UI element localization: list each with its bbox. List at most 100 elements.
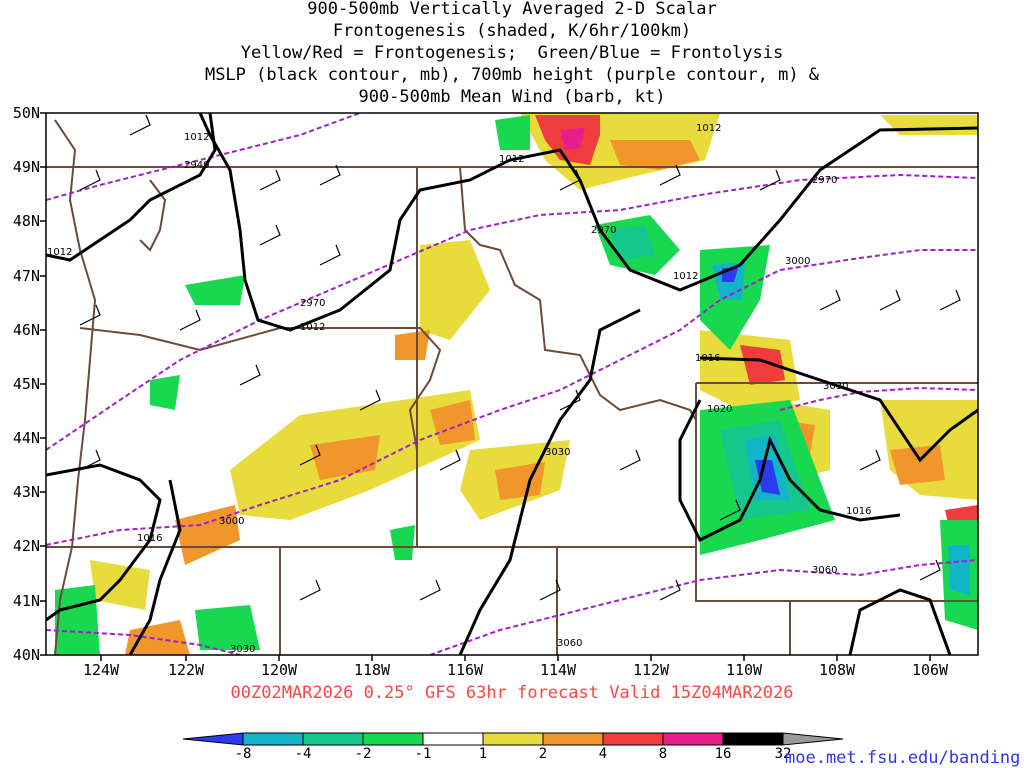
shade-region bbox=[890, 445, 945, 485]
colorbar-tick: -2 bbox=[354, 746, 372, 762]
axis-ticks bbox=[40, 112, 931, 661]
frontolysis-shading bbox=[55, 215, 978, 655]
wind-barb bbox=[79, 304, 101, 326]
wind-barb bbox=[559, 389, 581, 411]
lon-label: 114W bbox=[539, 661, 577, 679]
lon-label: 106W bbox=[911, 661, 949, 679]
wind-barb bbox=[239, 364, 261, 386]
height-label: 3030 bbox=[230, 644, 255, 655]
state-border bbox=[695, 383, 978, 602]
shade-region bbox=[495, 115, 530, 150]
mslp-label: 1012 bbox=[184, 132, 209, 143]
height-label: 3060 bbox=[812, 565, 837, 576]
shade-region bbox=[395, 330, 430, 360]
lon-label: 124W bbox=[82, 661, 120, 679]
wind-barb bbox=[619, 449, 641, 471]
mslp-label: 1016 bbox=[137, 533, 162, 544]
frontogenesis-shading bbox=[90, 113, 978, 655]
wind-barb bbox=[439, 449, 461, 471]
mslp-label: 1012 bbox=[499, 154, 524, 165]
shade-region bbox=[430, 400, 475, 445]
wind-barb bbox=[319, 244, 341, 266]
wind-barb bbox=[259, 224, 281, 246]
puget-sound bbox=[139, 179, 167, 252]
mslp-label: 1012 bbox=[47, 247, 72, 258]
lat-label: 48N bbox=[12, 212, 40, 230]
wind-barb bbox=[919, 559, 941, 581]
colorbar-tick: 16 bbox=[714, 746, 732, 762]
mslp-label: 1012 bbox=[300, 322, 325, 333]
shade-region bbox=[880, 115, 978, 135]
shade-region bbox=[90, 560, 150, 610]
shade-region bbox=[610, 140, 700, 170]
lon-label: 112W bbox=[632, 661, 670, 679]
colorbar-bin bbox=[542, 732, 604, 746]
lat-label: 41N bbox=[12, 592, 40, 610]
mslp-label: 1020 bbox=[707, 404, 732, 415]
wind-barb bbox=[659, 164, 681, 186]
shade-region bbox=[150, 375, 180, 410]
mslp-label: 1016 bbox=[695, 353, 720, 364]
title-line-5: 900-500mb Mean Wind (barb, kt) bbox=[358, 87, 666, 107]
wind-barb bbox=[559, 169, 581, 191]
700mb-height-contours bbox=[46, 113, 978, 655]
colorbar-bin bbox=[362, 732, 424, 746]
shade-region bbox=[390, 525, 415, 560]
mslp-contour bbox=[46, 113, 217, 262]
source-credit-link[interactable]: moe.met.fsu.edu/banding bbox=[785, 748, 1021, 768]
height-label: 3060 bbox=[557, 638, 582, 649]
map-plot-area bbox=[46, 113, 978, 655]
shade-region bbox=[740, 345, 785, 385]
wind-barbs bbox=[79, 114, 961, 601]
lat-label: 43N bbox=[12, 483, 40, 501]
colorbar-bin bbox=[302, 732, 364, 746]
wind-barb bbox=[79, 449, 101, 471]
shade-region bbox=[185, 275, 245, 305]
colorbar-tick: -1 bbox=[414, 746, 432, 762]
mslp-contour bbox=[678, 399, 901, 543]
colorbar bbox=[182, 732, 844, 746]
shade-region bbox=[195, 605, 260, 650]
wind-barb bbox=[299, 579, 321, 601]
colorbar-bin bbox=[482, 732, 544, 746]
height-label: 2970 bbox=[300, 298, 325, 309]
mslp-contour bbox=[458, 308, 641, 655]
wind-barb bbox=[419, 579, 441, 601]
title-line-2: Frontogenesis (shaded, K/6hr/100km) bbox=[332, 21, 692, 41]
mslp-contour bbox=[46, 463, 162, 622]
mslp-label: 1012 bbox=[696, 123, 721, 134]
colorbar-tick: 1 bbox=[478, 746, 488, 762]
shade-region bbox=[125, 620, 190, 655]
colorbar-tick: 32 bbox=[774, 746, 792, 762]
height-contour bbox=[46, 629, 241, 655]
height-label: 2940 bbox=[184, 160, 209, 171]
colorbar-bin bbox=[662, 732, 724, 746]
height-label: 3030 bbox=[823, 381, 848, 392]
wind-barb bbox=[129, 114, 151, 136]
wind-barb bbox=[539, 579, 561, 601]
mslp-label: 1016 bbox=[846, 506, 871, 517]
coastline bbox=[54, 119, 97, 655]
wind-barb bbox=[859, 449, 881, 471]
height-label: 3000 bbox=[785, 256, 810, 267]
lat-label: 44N bbox=[12, 429, 40, 447]
colorbar-bin bbox=[782, 732, 844, 746]
wind-barb bbox=[359, 389, 381, 411]
shade-region bbox=[420, 240, 490, 340]
wind-barb bbox=[939, 289, 961, 311]
mslp-contours bbox=[46, 113, 978, 655]
shade-region bbox=[495, 462, 545, 500]
mslp-label: 1012 bbox=[673, 271, 698, 282]
mslp-contour bbox=[198, 113, 978, 332]
contour-labels: 1012 1012 1012 1012 1012 1012 1016 1016 … bbox=[47, 123, 871, 655]
lon-label: 110W bbox=[725, 661, 763, 679]
wind-barb bbox=[319, 164, 341, 186]
shade-region bbox=[310, 435, 380, 480]
colorbar-bin bbox=[182, 732, 244, 746]
lat-label: 42N bbox=[12, 537, 40, 555]
shade-region bbox=[948, 545, 970, 595]
wind-barb bbox=[819, 289, 841, 311]
lon-label: 120W bbox=[260, 661, 298, 679]
mslp-contour bbox=[699, 356, 978, 463]
